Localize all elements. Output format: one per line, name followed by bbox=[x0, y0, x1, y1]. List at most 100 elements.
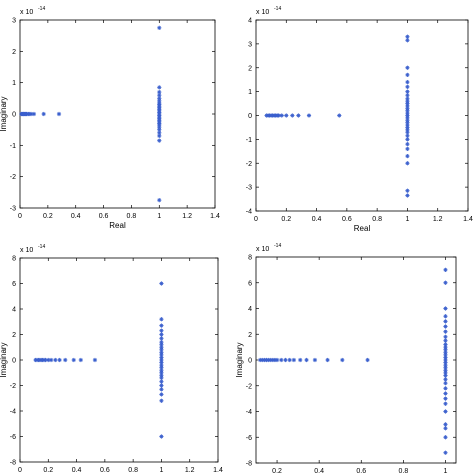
chart-3-xtick-label: 0.2 bbox=[43, 467, 53, 474]
chart-4-y-axis-label: Imaginary bbox=[235, 342, 244, 377]
chart-4-data-point bbox=[287, 357, 292, 363]
chart-4-xtick-label: 0.2 bbox=[272, 468, 282, 475]
chart-1-data-point bbox=[56, 111, 62, 117]
chart-2-xtick-label: 0.2 bbox=[281, 216, 291, 223]
chart-1-ytick-label: -1 bbox=[10, 143, 16, 150]
chart-4-data-point bbox=[443, 338, 448, 343]
chart-2-ytick-label: 4 bbox=[248, 18, 252, 25]
chart-2-ytick-label: 3 bbox=[248, 41, 252, 48]
chart-4-xtick-label: 0.4 bbox=[314, 468, 324, 475]
chart-1-ytick-label: 1 bbox=[12, 80, 16, 87]
chart-4-data-point bbox=[443, 334, 448, 339]
chart-3-data-point bbox=[159, 336, 164, 341]
chart-4-data-point bbox=[443, 401, 448, 406]
chart-3-xtick-label: 0.8 bbox=[128, 467, 138, 474]
chart-4-exponent-power: -14 bbox=[274, 243, 281, 249]
chart-4-data-point bbox=[443, 306, 448, 311]
chart-4-data-point bbox=[443, 391, 448, 396]
chart-4-data-point bbox=[443, 409, 448, 414]
chart-1-ytick-label: 2 bbox=[12, 49, 16, 56]
chart-3-data-point bbox=[159, 375, 164, 380]
chart-3-data-point bbox=[159, 317, 164, 322]
chart-3-xtick-label: 1 bbox=[159, 467, 163, 474]
chart-2-xtick-label: 0 bbox=[254, 216, 258, 223]
chart-3-exponent-label: x 10 bbox=[20, 247, 33, 254]
chart-4-data-point bbox=[443, 319, 448, 324]
chart-2-data-point bbox=[405, 34, 410, 39]
chart-4-ytick-label: 6 bbox=[248, 280, 252, 287]
chart-2-data-point bbox=[405, 188, 410, 193]
chart-3-data-point bbox=[159, 328, 164, 333]
chart-1-xtick-label: 1 bbox=[157, 213, 161, 220]
chart-3-xtick-label: 0 bbox=[18, 467, 22, 474]
chart-3-xtick-label: 1.4 bbox=[213, 467, 223, 474]
chart-4-data-point bbox=[443, 386, 448, 391]
chart-2-data-point bbox=[296, 113, 301, 118]
chart-1-xtick-label: 1.2 bbox=[182, 213, 192, 220]
chart-1-data-point bbox=[157, 25, 162, 30]
chart-3-xtick-label: 0.6 bbox=[100, 467, 110, 474]
chart-4-ytick-label: -8 bbox=[246, 461, 252, 468]
chart-4-data-point bbox=[443, 435, 448, 440]
chart-2-data-point bbox=[405, 93, 410, 98]
chart-2-data-point bbox=[405, 161, 410, 166]
chart-4-data-point bbox=[298, 357, 303, 363]
chart-3-data-point bbox=[43, 357, 48, 363]
chart-2-data-point bbox=[284, 113, 289, 118]
chart-1-data-point bbox=[157, 198, 162, 203]
chart-3-data-point bbox=[159, 365, 164, 370]
chart-4-data-point bbox=[443, 324, 448, 329]
chart-1-exponent-label: x 10 bbox=[20, 9, 33, 16]
chart-2-ytick-label: -1 bbox=[246, 137, 252, 144]
chart-3-ytick-label: -2 bbox=[10, 383, 16, 390]
chart-3-exponent-power: -14 bbox=[38, 244, 45, 250]
chart-3-data-point bbox=[159, 387, 164, 392]
chart-3-xtick-label: 0.4 bbox=[72, 467, 82, 474]
chart-4-data-point bbox=[443, 314, 448, 319]
chart-4-data-point bbox=[443, 377, 448, 382]
chart-3-ytick-label: 8 bbox=[12, 256, 16, 263]
chart-4-data-point bbox=[443, 280, 448, 285]
chart-2-data-point bbox=[279, 113, 284, 118]
chart-3-data-point bbox=[159, 398, 164, 403]
chart-1-xtick-label: 0.2 bbox=[43, 213, 53, 220]
chart-2-data-point bbox=[405, 84, 410, 89]
chart-4-ytick-label: 4 bbox=[248, 306, 252, 313]
chart-2-data-point bbox=[405, 72, 410, 78]
chart-4-data-point bbox=[443, 422, 448, 427]
chart-3-data-point bbox=[78, 357, 83, 363]
chart-2: 0 0.2 0.4 0.6 0.8 1 1.2 1.4 -4 -3 -2 -1 0 1 2 3 4 x 10 -14… bbox=[246, 6, 473, 233]
chart-2-exponent-power: -14 bbox=[274, 6, 281, 12]
chart-3-ytick-label: -4 bbox=[10, 409, 16, 416]
chart-4-data-point bbox=[304, 357, 309, 363]
chart-1-y-axis-label: Imaginary bbox=[0, 96, 8, 131]
chart-3: 0 0.2 0.4 0.6 0.8 1 1.2 1.4 -8 -6 -4 -2 0 2 4 6 8 x 10 -14… bbox=[0, 244, 223, 476]
chart-2-data-point bbox=[405, 133, 410, 138]
chart-2-data-point bbox=[337, 113, 342, 118]
chart-4-data-point bbox=[325, 357, 330, 363]
chart-2-ytick-label: 1 bbox=[248, 89, 252, 96]
chart-4-data-point bbox=[365, 357, 370, 363]
chart-4-ytick-label: 0 bbox=[248, 358, 252, 365]
chart-4-data-point bbox=[291, 357, 296, 363]
chart-4-data-point bbox=[283, 357, 288, 363]
chart-1-plot-area bbox=[19, 19, 216, 209]
chart-3-data-point bbox=[159, 379, 164, 384]
chart-3-data-point bbox=[92, 357, 98, 363]
chart-4-data-point bbox=[443, 329, 448, 334]
chart-1-data-point bbox=[157, 93, 162, 98]
chart-4-data-point bbox=[279, 357, 284, 363]
chart-3-ytick-label: -8 bbox=[10, 460, 16, 467]
chart-4-ytick-label: 2 bbox=[248, 332, 252, 339]
chart-2-ytick-label: -3 bbox=[246, 185, 252, 192]
chart-1-xtick-label: 0.6 bbox=[99, 213, 109, 220]
chart-2-data-point bbox=[405, 89, 410, 94]
chart-1-xtick-label: 0 bbox=[18, 213, 22, 220]
chart-4-xtick-label: 1 bbox=[444, 468, 448, 475]
chart-1-xtick-label: 0.8 bbox=[127, 213, 137, 220]
chart-2-data-point bbox=[405, 65, 410, 70]
chart-2-data-point bbox=[306, 113, 312, 118]
chart-2-data-point bbox=[405, 193, 410, 198]
chart-1-xtick-label: 1.4 bbox=[210, 213, 220, 220]
